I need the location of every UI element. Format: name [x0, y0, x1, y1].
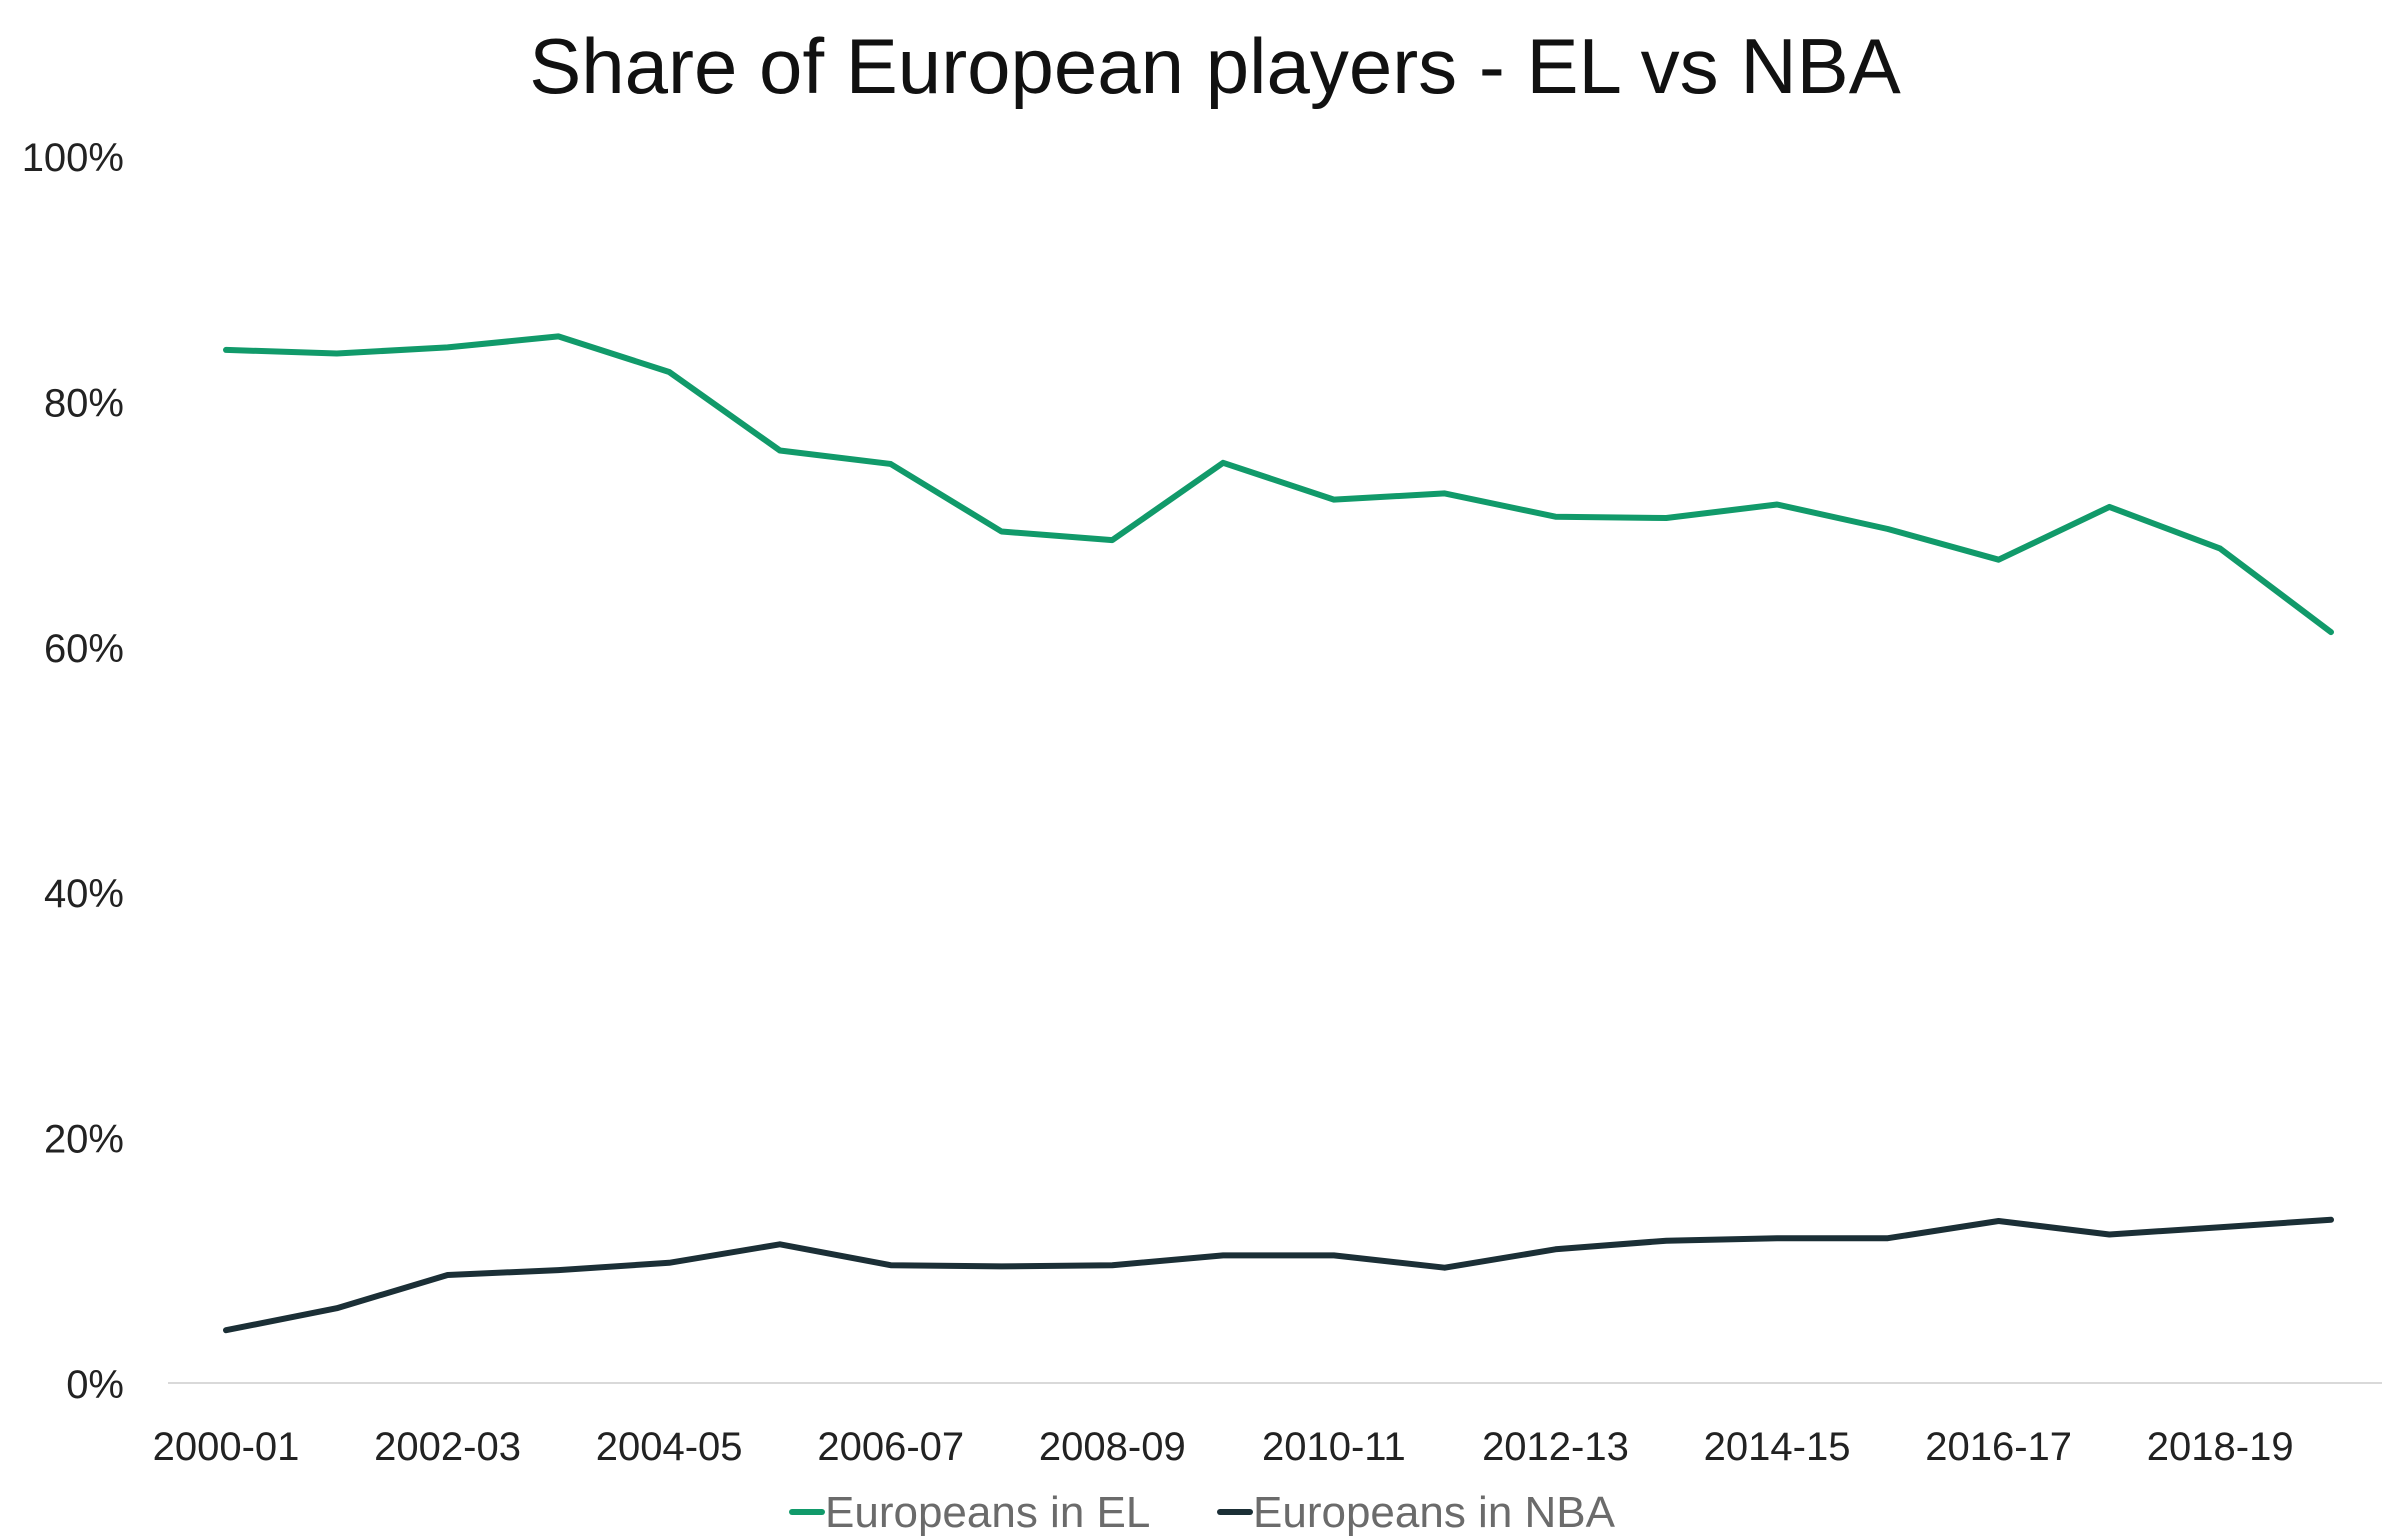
chart-title: Share of European players - EL vs NBA: [529, 22, 1900, 110]
series-line-europeans-in-el: [223, 333, 2334, 636]
legend-label: Europeans in EL: [825, 1488, 1150, 1537]
y-tick-label: 20%: [44, 1118, 124, 1162]
x-tick-label: 2002-03: [374, 1425, 521, 1469]
x-axis: 2000-01 2002-03 2004-05 2006-07 2008-09 2010-…: [153, 1382, 2382, 1469]
x-tick-label: 2014-15: [1704, 1425, 1851, 1469]
y-tick-label: 80%: [44, 381, 124, 425]
x-tick-label: 2016-17: [1925, 1425, 2072, 1469]
series-layer: [223, 333, 2334, 1334]
x-tick-label: 2006-07: [817, 1425, 964, 1469]
y-tick-label: 100%: [22, 136, 124, 180]
x-tick-label: 2012-13: [1482, 1425, 1629, 1469]
x-tick-label: 2000-01: [153, 1425, 300, 1469]
legend: Europeans in EL Europeans in NBA: [789, 1488, 1616, 1537]
y-axis: 0% 20% 40% 60% 80% 100%: [22, 136, 124, 1407]
x-tick-label: 2008-09: [1039, 1425, 1186, 1469]
y-tick-label: 0%: [66, 1363, 124, 1407]
x-tick-label: 2010-11: [1262, 1425, 1406, 1469]
x-tick-label: 2018-19: [2147, 1425, 2294, 1469]
series-line-europeans-in-nba: [223, 1216, 2334, 1334]
y-tick-label: 40%: [44, 872, 124, 916]
x-tick-label: 2004-05: [596, 1425, 743, 1469]
legend-label: Europeans in NBA: [1253, 1488, 1616, 1537]
y-tick-label: 60%: [44, 627, 124, 671]
